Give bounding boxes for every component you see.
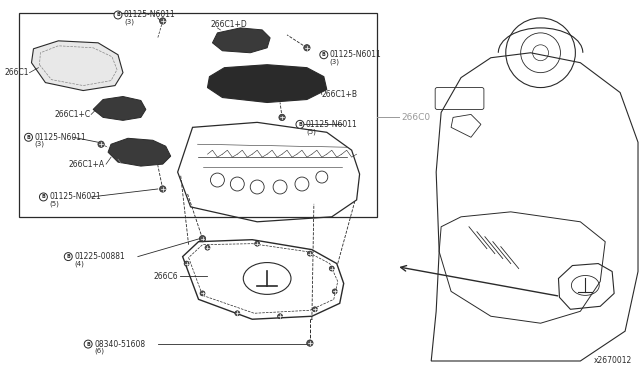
- Text: 266C1+C: 266C1+C: [54, 110, 90, 119]
- Circle shape: [84, 340, 92, 348]
- Text: 08340-51608: 08340-51608: [94, 340, 145, 349]
- Text: B: B: [27, 135, 30, 140]
- Text: 01125-N6011: 01125-N6011: [330, 50, 381, 59]
- Polygon shape: [108, 138, 171, 166]
- Circle shape: [330, 266, 334, 271]
- Circle shape: [205, 245, 210, 250]
- Polygon shape: [207, 65, 327, 102]
- Circle shape: [307, 251, 312, 256]
- Text: B: B: [67, 254, 70, 259]
- Circle shape: [255, 241, 260, 246]
- Text: 266C6: 266C6: [153, 272, 178, 281]
- Bar: [19, 13, 376, 217]
- Text: (5): (5): [306, 128, 316, 135]
- Text: 266C1+B: 266C1+B: [322, 90, 358, 99]
- Text: 01125-N6011: 01125-N6011: [124, 10, 176, 19]
- Text: 01125-N6011: 01125-N6011: [306, 120, 358, 129]
- Circle shape: [320, 51, 328, 59]
- Circle shape: [279, 114, 285, 121]
- Circle shape: [64, 253, 72, 260]
- Text: B: B: [42, 195, 45, 199]
- Circle shape: [98, 141, 104, 147]
- Text: x2670012: x2670012: [594, 356, 632, 365]
- Circle shape: [307, 340, 313, 346]
- Text: (5): (5): [49, 201, 60, 207]
- Text: B: B: [322, 52, 326, 57]
- Text: (4): (4): [74, 260, 84, 267]
- Circle shape: [114, 11, 122, 19]
- Circle shape: [159, 186, 166, 192]
- Text: 266C1+D: 266C1+D: [211, 20, 247, 29]
- Text: (3): (3): [330, 58, 340, 65]
- Circle shape: [332, 289, 337, 294]
- Circle shape: [235, 311, 240, 316]
- Circle shape: [200, 291, 205, 296]
- Circle shape: [199, 235, 205, 242]
- Polygon shape: [31, 41, 123, 90]
- Circle shape: [304, 45, 310, 51]
- Circle shape: [296, 121, 304, 128]
- Text: B: B: [116, 13, 120, 17]
- Text: 266C0: 266C0: [401, 113, 431, 122]
- Text: (3): (3): [35, 141, 44, 147]
- Text: B: B: [86, 341, 90, 347]
- Text: (3): (3): [124, 19, 134, 25]
- Circle shape: [278, 314, 282, 319]
- Circle shape: [312, 307, 317, 312]
- Text: 01225-00881: 01225-00881: [74, 252, 125, 261]
- Circle shape: [40, 193, 47, 201]
- Circle shape: [24, 133, 33, 141]
- Polygon shape: [93, 96, 146, 121]
- Text: 01125-N6011: 01125-N6011: [35, 133, 86, 142]
- Text: B: B: [298, 122, 302, 127]
- Text: 01125-N6021: 01125-N6021: [49, 192, 101, 201]
- Circle shape: [184, 261, 189, 266]
- Text: 266C1: 266C1: [4, 68, 29, 77]
- Text: 266C1+A: 266C1+A: [69, 160, 105, 169]
- Circle shape: [159, 18, 166, 24]
- Polygon shape: [212, 28, 270, 53]
- Text: (6): (6): [94, 348, 104, 354]
